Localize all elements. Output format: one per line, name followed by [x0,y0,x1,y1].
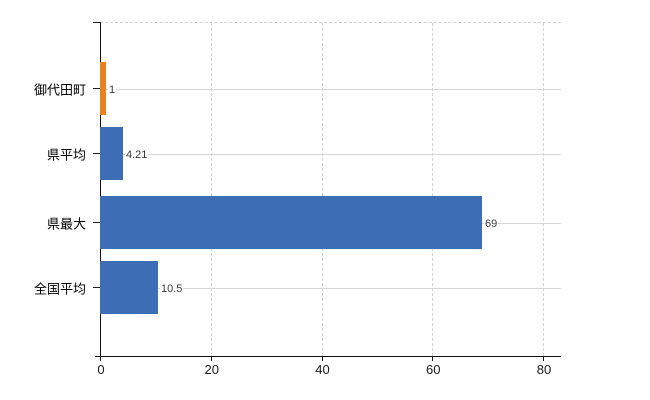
horizontal-gridline [100,154,561,155]
x-tick-label: 80 [536,362,552,377]
x-tick [543,356,544,361]
x-tick [321,356,323,361]
x-axis-line [95,356,561,357]
bar-value-label: 4.21 [125,148,149,162]
horizontal-gridline [100,288,561,289]
category-label: 御代田町 [33,82,86,98]
x-tick-label: 20 [204,362,219,377]
category-tick [93,222,100,223]
category-label: 県平均 [46,147,86,163]
y-axis-line [100,22,101,356]
category-label: 県最大 [46,216,86,232]
x-tick-label: 40 [315,362,330,377]
bar [100,62,106,115]
vertical-gridline [321,23,323,356]
bar-value-label: 1 [108,83,117,97]
x-tick [210,356,212,361]
vertical-gridline [432,23,434,356]
x-tick [100,356,101,361]
bar [100,196,482,249]
plot-area: 1 4.21 69 10.5 [100,22,561,356]
axis-top-tick [93,22,100,23]
bar [100,127,123,180]
x-tick-label: 0 [97,362,105,377]
category-tick [93,153,100,154]
horizontal-gridline [100,89,561,90]
x-tick-label: 60 [426,362,441,377]
vertical-gridline [543,23,544,356]
bar-value-label: 10.5 [160,282,184,296]
bar-value-label: 69 [484,217,499,231]
vertical-gridline [210,23,212,356]
category-tick [93,88,100,89]
x-tick [432,356,434,361]
bar [100,261,158,314]
category-tick [93,287,100,288]
category-label: 全国平均 [33,281,86,297]
